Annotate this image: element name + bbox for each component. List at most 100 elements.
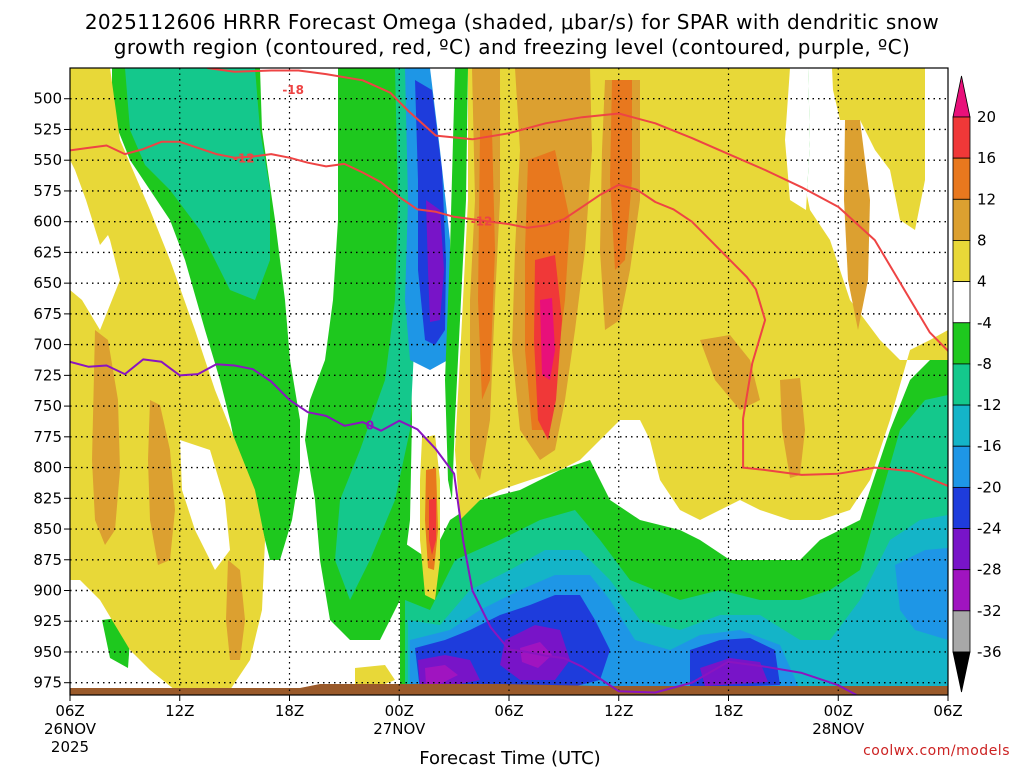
y-tick-label: 500 bbox=[33, 90, 62, 108]
y-tick-label: 750 bbox=[33, 397, 62, 415]
dgz-contour-label: -12 bbox=[471, 214, 493, 228]
colorbar-level-label: 20 bbox=[977, 108, 996, 126]
omega-region-white-right bbox=[785, 68, 948, 335]
dgz-contour-label: -12 bbox=[233, 152, 255, 166]
x-tick-label: 06Z bbox=[55, 702, 84, 720]
y-tick-label: 725 bbox=[33, 366, 62, 384]
y-tick-label: 800 bbox=[33, 459, 62, 477]
omega-region-yellow-bottom-small bbox=[355, 665, 395, 690]
omega-region-magenta-lower bbox=[425, 642, 552, 684]
dgz-contour--18 bbox=[207, 68, 948, 353]
x-tick-label: 00Z bbox=[385, 702, 414, 720]
y-tick-label: 600 bbox=[33, 213, 62, 231]
y-tick-label: 975 bbox=[33, 674, 62, 692]
y-tick-label: 925 bbox=[33, 612, 62, 630]
y-tick-label: 700 bbox=[33, 336, 62, 354]
x-tick-label: 18Z bbox=[714, 702, 743, 720]
colorbar-level-label: -20 bbox=[977, 478, 1002, 496]
omega-region-yellow-right-top bbox=[832, 68, 925, 230]
y-tick-label: 550 bbox=[33, 151, 62, 169]
y-tick-label: 875 bbox=[33, 551, 62, 569]
omega-region-green-upper-mid bbox=[445, 68, 468, 500]
colorbar-bin bbox=[952, 445, 971, 488]
colorbar-bin bbox=[952, 281, 971, 324]
y-tick-label: 675 bbox=[33, 305, 62, 323]
y-tick-label: 625 bbox=[33, 243, 62, 261]
y-tick-label: 525 bbox=[33, 120, 62, 138]
y-tick-label: 650 bbox=[33, 274, 62, 292]
freezing-level-contour-label: 0 bbox=[366, 419, 374, 433]
x-tick-year: 2025 bbox=[51, 738, 89, 756]
colorbar-bin bbox=[952, 322, 971, 365]
colorbar-level-label: 4 bbox=[977, 273, 987, 291]
x-tick-date: 26NOV bbox=[44, 720, 97, 738]
omega-region-yellow-top-left bbox=[70, 75, 112, 245]
x-tick-label: 12Z bbox=[165, 702, 194, 720]
colorbar-level-label: -8 bbox=[977, 355, 992, 373]
omega-region-orange-right-1 bbox=[700, 335, 760, 410]
dgz-contour--12 bbox=[70, 140, 948, 488]
colorbar-level-label: 12 bbox=[977, 190, 996, 208]
plot-frame bbox=[69, 67, 949, 696]
omega-region-white-left-middle bbox=[180, 440, 230, 570]
omega-region-red-narrow bbox=[429, 498, 436, 555]
y-axis-ticks: 500 525 550 575 600 625 650 675 700 725 750 775 800 8… bbox=[33, 90, 70, 692]
colorbar-level-label: -32 bbox=[977, 602, 1002, 620]
colorbar-top-triangle bbox=[952, 75, 971, 118]
freezing-level-contour-0 bbox=[70, 358, 857, 695]
colorbar-bin bbox=[952, 157, 971, 200]
omega-region-orange-left-3 bbox=[226, 560, 245, 660]
omega-region-darkorange-middle-1 bbox=[478, 130, 495, 400]
x-tick-label: 06Z bbox=[933, 702, 962, 720]
x-tick-date: 28NOV bbox=[812, 720, 865, 738]
omega-region-purple-upper bbox=[426, 200, 444, 322]
svg-text:-18: -18 bbox=[282, 83, 304, 97]
omega-region-orange-left-2 bbox=[148, 400, 175, 565]
y-tick-label: 575 bbox=[33, 182, 62, 200]
colorbar-level-label: 16 bbox=[977, 149, 996, 167]
contour-lines bbox=[70, 68, 948, 695]
omega-region-teal-left bbox=[125, 68, 270, 300]
x-tick-label: 06Z bbox=[494, 702, 523, 720]
colorbar-bin bbox=[952, 486, 971, 529]
colorbar-level-label: -16 bbox=[977, 437, 1002, 455]
grid-lines bbox=[70, 68, 948, 695]
colorbar-bin bbox=[952, 610, 971, 653]
omega-shading bbox=[70, 68, 948, 695]
y-tick-label: 775 bbox=[33, 428, 62, 446]
colorbar-level-label: -28 bbox=[977, 561, 1002, 579]
colorbar-bin bbox=[952, 528, 971, 571]
colorbar: 20 16 12 8 4 -4 -8 -12 -16 -20 -24 -28 -32 -36 bbox=[952, 75, 1002, 693]
x-axis-label: Forecast Time (UTC) bbox=[419, 748, 600, 768]
contour-labels: -18 -12 -12 0 bbox=[233, 83, 493, 433]
colorbar-bin bbox=[952, 116, 971, 159]
y-tick-label: 825 bbox=[33, 489, 62, 507]
omega-region-white-middle bbox=[598, 430, 660, 510]
dgz-contour-label: -18 bbox=[282, 83, 304, 97]
omega-region-purple-lower bbox=[418, 625, 768, 688]
colorbar-bin bbox=[952, 569, 971, 612]
colorbar-bottom-triangle bbox=[952, 651, 971, 693]
colorbar-level-label: -4 bbox=[977, 314, 992, 332]
colorbar-bin bbox=[952, 198, 971, 241]
y-tick-label: 950 bbox=[33, 643, 62, 661]
x-tick-label: 00Z bbox=[824, 702, 853, 720]
colorbar-bin bbox=[952, 404, 971, 447]
x-tick-label: 18Z bbox=[275, 702, 304, 720]
omega-region-orange-right-2 bbox=[780, 378, 805, 478]
y-tick-label: 900 bbox=[33, 582, 62, 600]
omega-region-magenta-middle bbox=[540, 298, 555, 380]
colorbar-level-label: -36 bbox=[977, 643, 1002, 661]
y-tick-label: 850 bbox=[33, 520, 62, 538]
chart-title-line-1: 2025112606 HRRR Forecast Omega (shaded, … bbox=[85, 10, 939, 34]
omega-region-orange-left-1 bbox=[92, 330, 120, 545]
omega-region-white-left bbox=[70, 160, 120, 330]
colorbar-level-label: -12 bbox=[977, 396, 1002, 414]
colorbar-bin bbox=[952, 363, 971, 406]
credit-text: coolwx.com/models bbox=[863, 743, 1010, 759]
omega-region-darkorange-middle-3 bbox=[610, 80, 632, 270]
x-tick-label: 12Z bbox=[604, 702, 633, 720]
chart-title-line-2: growth region (contoured, red, ºC) and f… bbox=[114, 35, 911, 59]
svg-text:-12: -12 bbox=[471, 214, 493, 228]
